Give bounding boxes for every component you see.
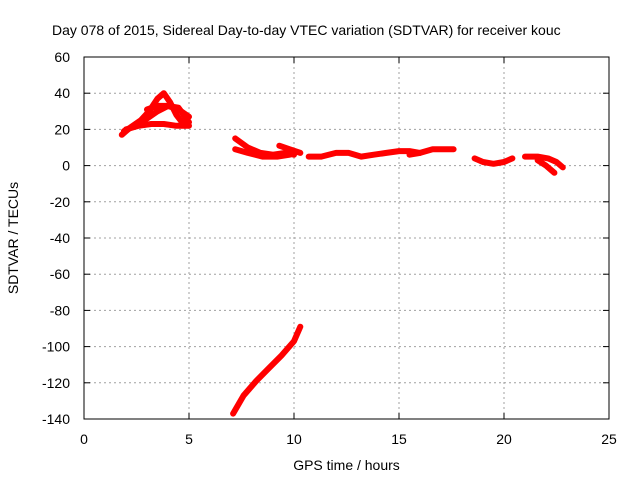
y-tick-label: 60 [54, 49, 70, 65]
x-tick-label: 25 [601, 431, 617, 447]
series-arc-3 [123, 121, 192, 133]
x-tick-label: 0 [80, 431, 88, 447]
series-arc-9 [406, 146, 457, 158]
series-arc-8 [305, 148, 423, 160]
y-axis-title: SDTVAR / TECUs [5, 182, 21, 294]
series-arc-12 [534, 157, 558, 176]
y-tick-label: -20 [50, 194, 70, 210]
series-arc-4 [144, 102, 192, 120]
y-tick-labels: -140 -120 -100 -80 -60 -40 -20 0 20 40 60 [42, 49, 70, 427]
y-tick-label: 0 [62, 158, 70, 174]
series-arc-13 [230, 323, 304, 417]
y-tick-label: -40 [50, 230, 70, 246]
x-tick-label: 5 [185, 431, 193, 447]
series-arc-7 [276, 142, 304, 156]
x-axis-title: GPS time / hours [293, 457, 400, 473]
y-tick-label: -140 [42, 411, 70, 427]
y-tick-label: -80 [50, 302, 70, 318]
y-tick-label: -120 [42, 375, 70, 391]
ticks [83, 56, 610, 420]
series-arc-11 [522, 153, 566, 171]
chart-title: Day 078 of 2015, Sidereal Day-to-day VTE… [52, 22, 561, 38]
series-arc-6 [232, 146, 293, 160]
grid [84, 57, 609, 419]
y-tick-label: -60 [50, 266, 70, 282]
x-tick-label: 20 [496, 431, 512, 447]
x-tick-labels: 0 5 10 15 20 25 [80, 431, 617, 447]
y-tick-label: 20 [54, 121, 70, 137]
y-tick-label: 40 [54, 85, 70, 101]
y-tick-label: -100 [42, 339, 70, 355]
x-tick-label: 15 [391, 431, 407, 447]
series-arc-10 [471, 155, 516, 167]
series-layer [118, 90, 566, 417]
x-tick-label: 10 [286, 431, 302, 447]
